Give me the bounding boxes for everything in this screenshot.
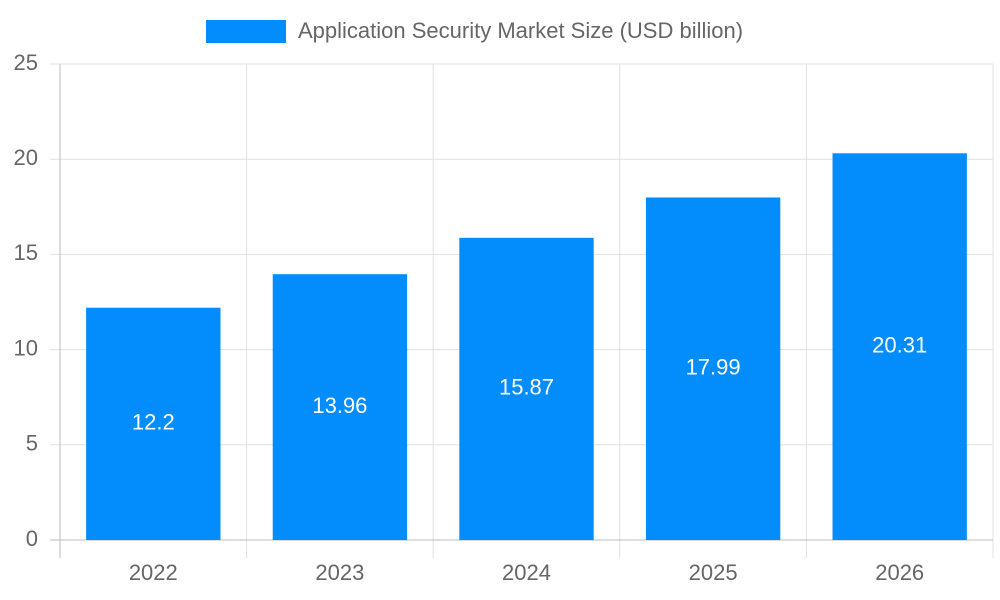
legend-swatch	[206, 20, 286, 43]
data-label: 13.96	[312, 393, 367, 418]
bar	[459, 237, 594, 540]
x-tick-label: 2024	[502, 560, 551, 585]
bar	[86, 307, 221, 540]
bar	[832, 153, 967, 540]
x-tick-label: 2022	[129, 560, 178, 585]
y-tick-label: 15	[14, 240, 38, 265]
x-tick-label: 2025	[689, 560, 738, 585]
x-tick-label: 2023	[315, 560, 364, 585]
y-tick-label: 20	[14, 145, 38, 170]
y-tick-label: 0	[26, 526, 38, 551]
data-label: 12.2	[132, 410, 175, 435]
data-label: 17.99	[686, 355, 741, 380]
y-tick-label: 25	[14, 50, 38, 75]
legend-label: Application Security Market Size (USD bi…	[298, 18, 743, 43]
y-tick-label: 5	[26, 431, 38, 456]
data-label: 20.31	[872, 332, 927, 357]
y-tick-label: 10	[14, 335, 38, 360]
bar	[645, 197, 781, 540]
bar	[272, 274, 408, 540]
data-label: 15.87	[499, 375, 554, 400]
x-tick-label: 2026	[875, 560, 924, 585]
